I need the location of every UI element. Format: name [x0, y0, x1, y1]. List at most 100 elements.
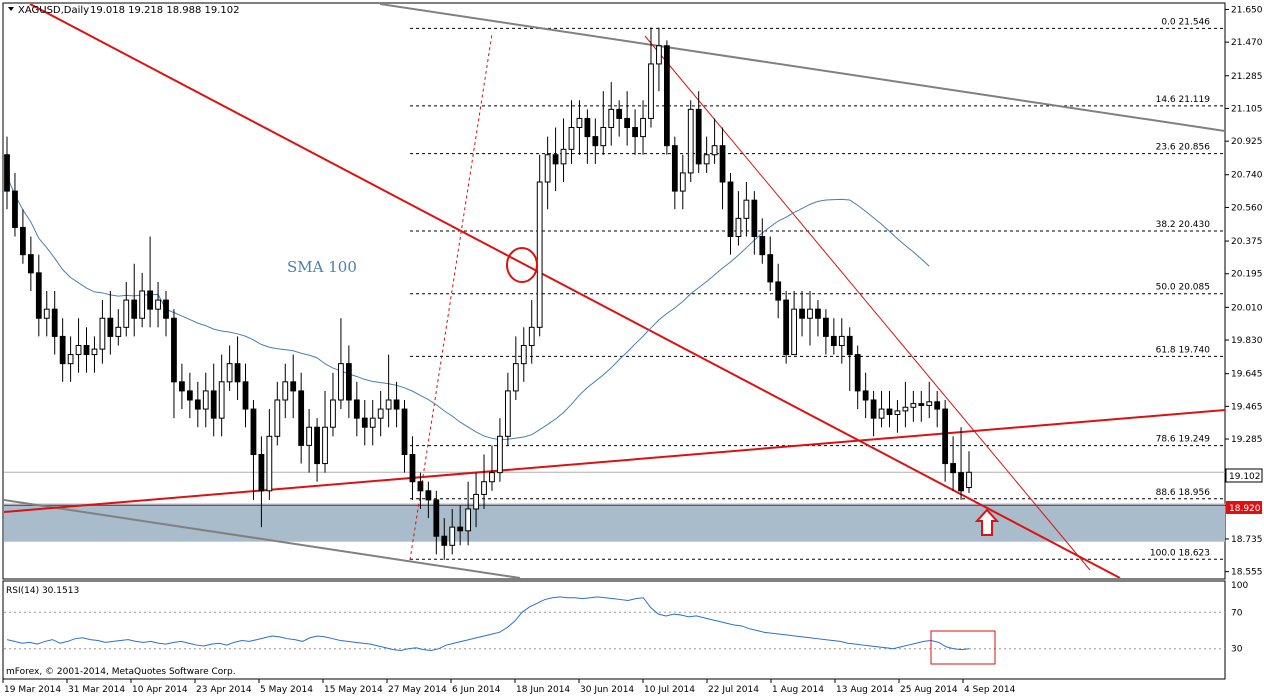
- main-chart-frame: [2, 2, 1226, 580]
- candle-body: [274, 399, 281, 437]
- rsi-indicator: 100 70 30: [4, 581, 1248, 655]
- candle-body: [918, 403, 925, 406]
- candle-body: [958, 472, 964, 492]
- candle-body: [568, 127, 575, 150]
- candle-body: [155, 299, 161, 310]
- date-tick-label: 31 Mar 2014: [68, 685, 125, 695]
- rsi-tick-label: 100: [1231, 581, 1248, 591]
- candle-body: [20, 226, 26, 256]
- candle-body: [338, 363, 344, 401]
- candle-body: [75, 344, 82, 356]
- date-tick-label: 25 Aug 2014: [900, 685, 958, 695]
- candle-body: [234, 363, 241, 383]
- fib-label: 50.0 20.085: [1156, 283, 1210, 293]
- candle-body: [878, 408, 885, 419]
- red-rising-trendline: [4, 409, 1225, 513]
- price-axis: 21.650 21.470 21.285 21.105 20.925 20.740 20.5…: [1225, 5, 1263, 578]
- candle-body: [823, 317, 829, 337]
- candle-body: [353, 399, 360, 419]
- price-tick-label: 20.560: [1231, 203, 1263, 213]
- support-zone: [4, 503, 1225, 542]
- candle-body: [504, 390, 511, 437]
- rsi-line: [6, 596, 970, 652]
- candle-body: [441, 535, 448, 546]
- price-tick-label: 18.735: [1231, 535, 1263, 545]
- candle-body: [783, 299, 790, 356]
- candle-body: [862, 390, 869, 401]
- price-tick-label: 19.830: [1231, 336, 1263, 346]
- thin-red-downtrend: [644, 35, 1091, 571]
- candle-body: [186, 390, 193, 401]
- date-tick-label: 1 Aug 2014: [772, 685, 824, 695]
- candle-body: [966, 471, 972, 489]
- candle-body: [600, 127, 607, 147]
- date-tick-label: 5 May 2014: [260, 685, 313, 695]
- candle-body: [886, 408, 893, 416]
- candle-body: [656, 45, 662, 65]
- price-tick-label: 19.465: [1231, 402, 1263, 412]
- candle-body: [719, 145, 726, 183]
- current-price-label: 19.102: [1229, 472, 1261, 482]
- candle-body: [99, 317, 106, 350]
- rsi-tick-label: 70: [1231, 608, 1243, 618]
- date-axis: 19 Mar 2014 31 Mar 2014 10 Apr 2014 23 Apr …: [2, 679, 1016, 695]
- candle-body: [27, 254, 34, 274]
- candle-body: [171, 317, 177, 383]
- candle-body: [894, 410, 901, 416]
- ohlc-label: 19.018 19.218 18.988 19.102: [90, 5, 240, 16]
- current-price-box: [1225, 468, 1263, 483]
- date-tick-label: 15 May 2014: [324, 685, 383, 695]
- fib-label: 23.6 20.856: [1156, 143, 1211, 153]
- price-tick-label: 20.740: [1231, 171, 1263, 181]
- fib-label: 0.0 21.546: [1161, 17, 1210, 27]
- chevron-down-icon[interactable]: [8, 7, 14, 11]
- candle-body: [830, 335, 837, 346]
- candle-body: [218, 381, 225, 419]
- candle-body: [67, 354, 74, 365]
- fib-label: 78.6 19.249: [1156, 435, 1211, 445]
- candle-body: [497, 435, 503, 474]
- copyright-text: mForex, © 2001-2014, MetaQuotes Software…: [6, 667, 236, 677]
- date-tick-label: 30 Jun 2014: [580, 685, 634, 695]
- date-tick-label: 4 Sep 2014: [964, 685, 1016, 695]
- trendlines: [4, 4, 1225, 578]
- candle-body: [314, 426, 320, 465]
- candle-body: [934, 401, 941, 410]
- rsi-tick-label: 30: [1231, 645, 1243, 655]
- candle-body: [584, 117, 591, 138]
- candle-body: [576, 117, 583, 129]
- fib-label: 100.0 18.623: [1150, 548, 1210, 558]
- candle-body: [409, 453, 416, 483]
- candle-body: [743, 199, 750, 219]
- candle-body: [202, 390, 209, 410]
- candle-body: [107, 317, 114, 337]
- rsi-highlight-box: [930, 630, 996, 665]
- candle-body: [489, 472, 495, 483]
- candle-body: [322, 426, 328, 465]
- candle-body: [711, 145, 718, 156]
- candle-body: [815, 308, 821, 319]
- candle-body: [12, 190, 18, 228]
- candle-body: [330, 399, 336, 428]
- breakout-circle: [506, 247, 538, 283]
- candle-body: [520, 344, 527, 365]
- candle-body: [942, 408, 949, 465]
- date-tick-label: 22 Jul 2014: [708, 685, 759, 695]
- candle-body: [457, 526, 464, 532]
- candle-body: [473, 493, 479, 510]
- date-tick-label: 13 Aug 2014: [836, 685, 894, 695]
- sma-100-line: [6, 176, 930, 440]
- candle-body: [552, 154, 559, 165]
- candle-body: [385, 399, 392, 410]
- price-tick-label: 21.105: [1231, 104, 1263, 114]
- candle-body: [616, 108, 623, 119]
- date-tick-label: 10 Jul 2014: [644, 685, 695, 695]
- candle-body: [377, 408, 384, 419]
- price-tick-label: 19.645: [1231, 370, 1263, 380]
- candle-body: [624, 117, 631, 129]
- candle-body: [950, 463, 956, 474]
- candle-body: [648, 63, 654, 119]
- fibonacci-levels: 0.0 21.546 14.6 21.119 23.6 20.856 38.2 20.…: [4, 17, 1225, 560]
- candle-body: [910, 403, 917, 408]
- candle-body: [560, 148, 567, 165]
